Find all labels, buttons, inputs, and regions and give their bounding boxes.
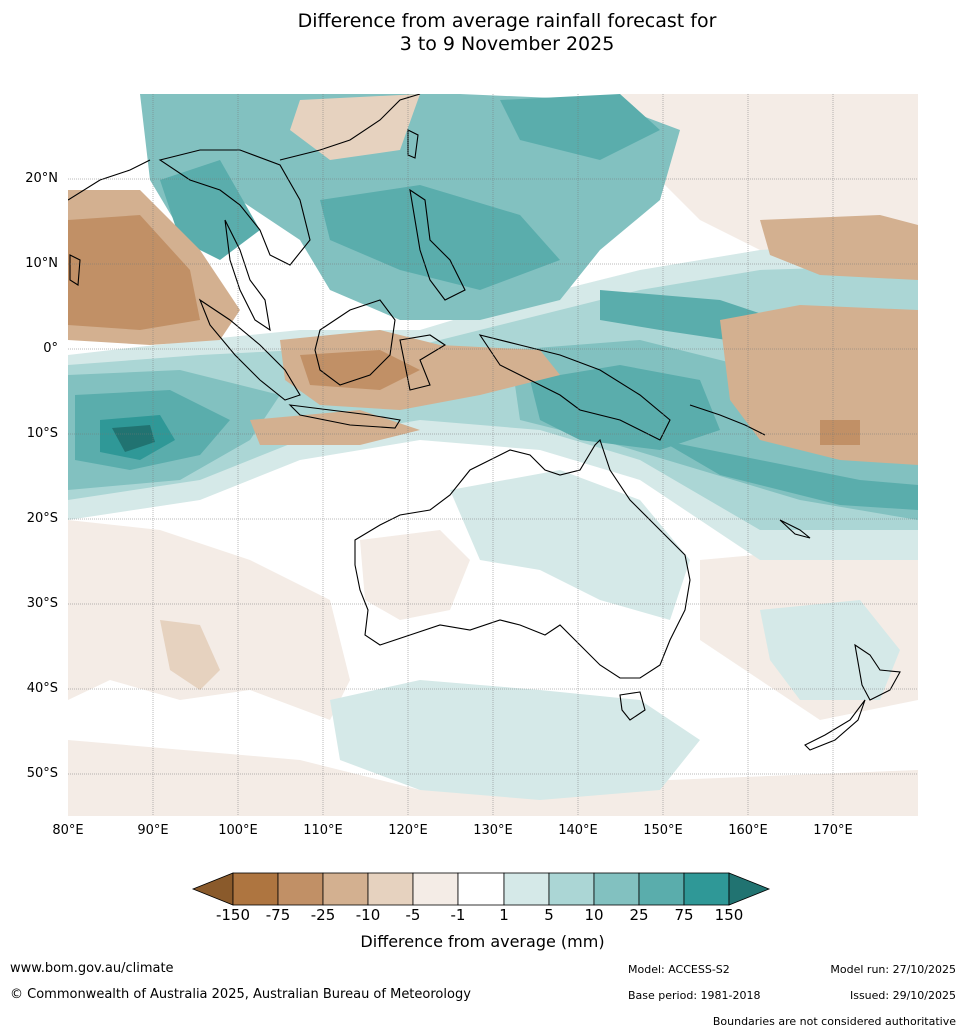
coastline-sulawesi (399, 334, 447, 391)
coastline-china (279, 94, 421, 161)
colorbar-tick-25: 25 (629, 906, 649, 924)
colorbar-swatch-11 (683, 872, 730, 906)
colorbar-tick-neg150: -150 (215, 906, 251, 924)
lon-label-100e: 100°E (218, 823, 258, 838)
dry-zone-central-australia (360, 530, 470, 620)
lon-label-170e: 170°E (813, 823, 853, 838)
dry-zone-pacific-east (720, 305, 918, 465)
coastline-philippines (409, 188, 466, 301)
colorbar-swatch-6 (457, 872, 505, 906)
lat-label-0: 0° (43, 341, 58, 356)
dry-zone-pacific-east-core (820, 420, 860, 445)
lat-label-20s: 20°S (26, 511, 58, 526)
coastline-sri-lanka (69, 254, 81, 286)
wet-band-png-core (530, 365, 720, 450)
lon-label-90e: 90°E (137, 823, 169, 838)
lat-label-20n: 20°N (25, 171, 58, 186)
colorbar-label: Difference from average (mm) (360, 932, 605, 951)
colorbar-swatch-10 (638, 872, 685, 906)
dry-zone-borneo-core (300, 350, 420, 390)
colorbar-swatch-7 (503, 872, 550, 906)
wet-band-indian-ocean-max (112, 425, 155, 452)
lon-label-80e: 80°E (52, 823, 84, 838)
colorbar-tick-150: 150 (714, 906, 744, 924)
dry-zone-indochina (290, 94, 420, 160)
footer-issued: Issued: 29/10/2025 (849, 989, 956, 1002)
colorbar-swatch-above-max (728, 872, 771, 906)
wet-zone-eastern-australia (450, 470, 690, 620)
dry-zone-indian-ocean-north-core (68, 215, 200, 330)
colorbar-tick-neg25: -25 (310, 906, 336, 924)
dry-zone-southwest (68, 520, 350, 720)
coastline-new-zealand-north (854, 643, 901, 701)
coastline-india (68, 159, 151, 201)
map-field (68, 94, 918, 816)
lon-label-150e: 150°E (643, 823, 683, 838)
colorbar-tick-5: 5 (544, 906, 554, 924)
colorbar-tick-neg75: -75 (265, 906, 291, 924)
colorbar-swatch-9 (593, 872, 640, 906)
colorbar-tick-10: 10 (584, 906, 604, 924)
wet-band-sw-pacific (660, 440, 918, 510)
dry-zone-south-indian (160, 620, 220, 690)
lat-label-40s: 40°S (26, 681, 58, 696)
colorbar-tick-75: 75 (674, 906, 694, 924)
colorbar-tick-neg5: -5 (405, 906, 421, 924)
coastlines (68, 94, 901, 751)
wet-zone-tasman (760, 600, 900, 700)
dry-zone-java-sea (250, 410, 420, 445)
lon-label-120e: 120°E (388, 823, 428, 838)
lon-label-110e: 110°E (303, 823, 343, 838)
colorbar-swatch-4 (367, 872, 414, 906)
coastline-new-caledonia (779, 519, 811, 539)
wet-zone-southern-ocean (330, 680, 700, 800)
footer-copyright: © Commonwealth of Australia 2025, Austra… (10, 987, 471, 1002)
colorbar-tick-1: 1 (499, 906, 509, 924)
title-line-1: Difference from average rainfall forecas… (297, 10, 717, 32)
footer-model: Model: ACCESS-S2 (628, 963, 730, 976)
colorbar-swatch-2 (277, 872, 324, 906)
coastline-borneo (314, 299, 396, 386)
lon-label-160e: 160°E (728, 823, 768, 838)
lon-label-130e: 130°E (473, 823, 513, 838)
coastline-sumatra (198, 298, 301, 401)
title-line-2: 3 to 9 November 2025 (399, 33, 615, 55)
lat-label-50s: 50°S (26, 766, 58, 781)
coastline-malay-peninsula (224, 219, 271, 332)
colorbar-swatch-3 (322, 872, 369, 906)
lat-label-30s: 30°S (26, 596, 58, 611)
footer-website: www.bom.gov.au/climate (10, 961, 174, 976)
footer-model-run: Model run: 27/10/2025 (830, 963, 956, 976)
coastline-new-zealand-south (804, 699, 866, 751)
coastline-australia (354, 438, 691, 679)
footer-disclaimer: Boundaries are not considered authoritat… (712, 1015, 956, 1028)
colorbar-swatch-8 (548, 872, 595, 906)
lat-label-10s: 10°S (26, 426, 58, 441)
colorbar-tick-neg10: -10 (355, 906, 381, 924)
map-title: Difference from average rainfall forecas… (0, 10, 965, 56)
colorbar-swatch-5 (412, 872, 459, 906)
colorbar-tick-neg1: -1 (450, 906, 466, 924)
colorbar-swatch-1 (232, 872, 279, 906)
lon-label-140e: 140°E (558, 823, 598, 838)
coastline-indochina (158, 149, 311, 266)
graticule (68, 94, 918, 816)
lat-label-10n: 10°N (25, 256, 58, 271)
coastline-tasmania (619, 691, 646, 721)
colorbar (191, 872, 771, 906)
coastline-java (288, 404, 401, 429)
coastline-new-guinea (478, 334, 671, 441)
dry-zone-south (68, 740, 918, 816)
wet-band-pacific-north (500, 94, 660, 160)
colorbar-swatch-below-min (191, 872, 234, 906)
footer-base-period: Base period: 1981-2018 (628, 989, 761, 1002)
coastline-solomons (689, 404, 766, 436)
